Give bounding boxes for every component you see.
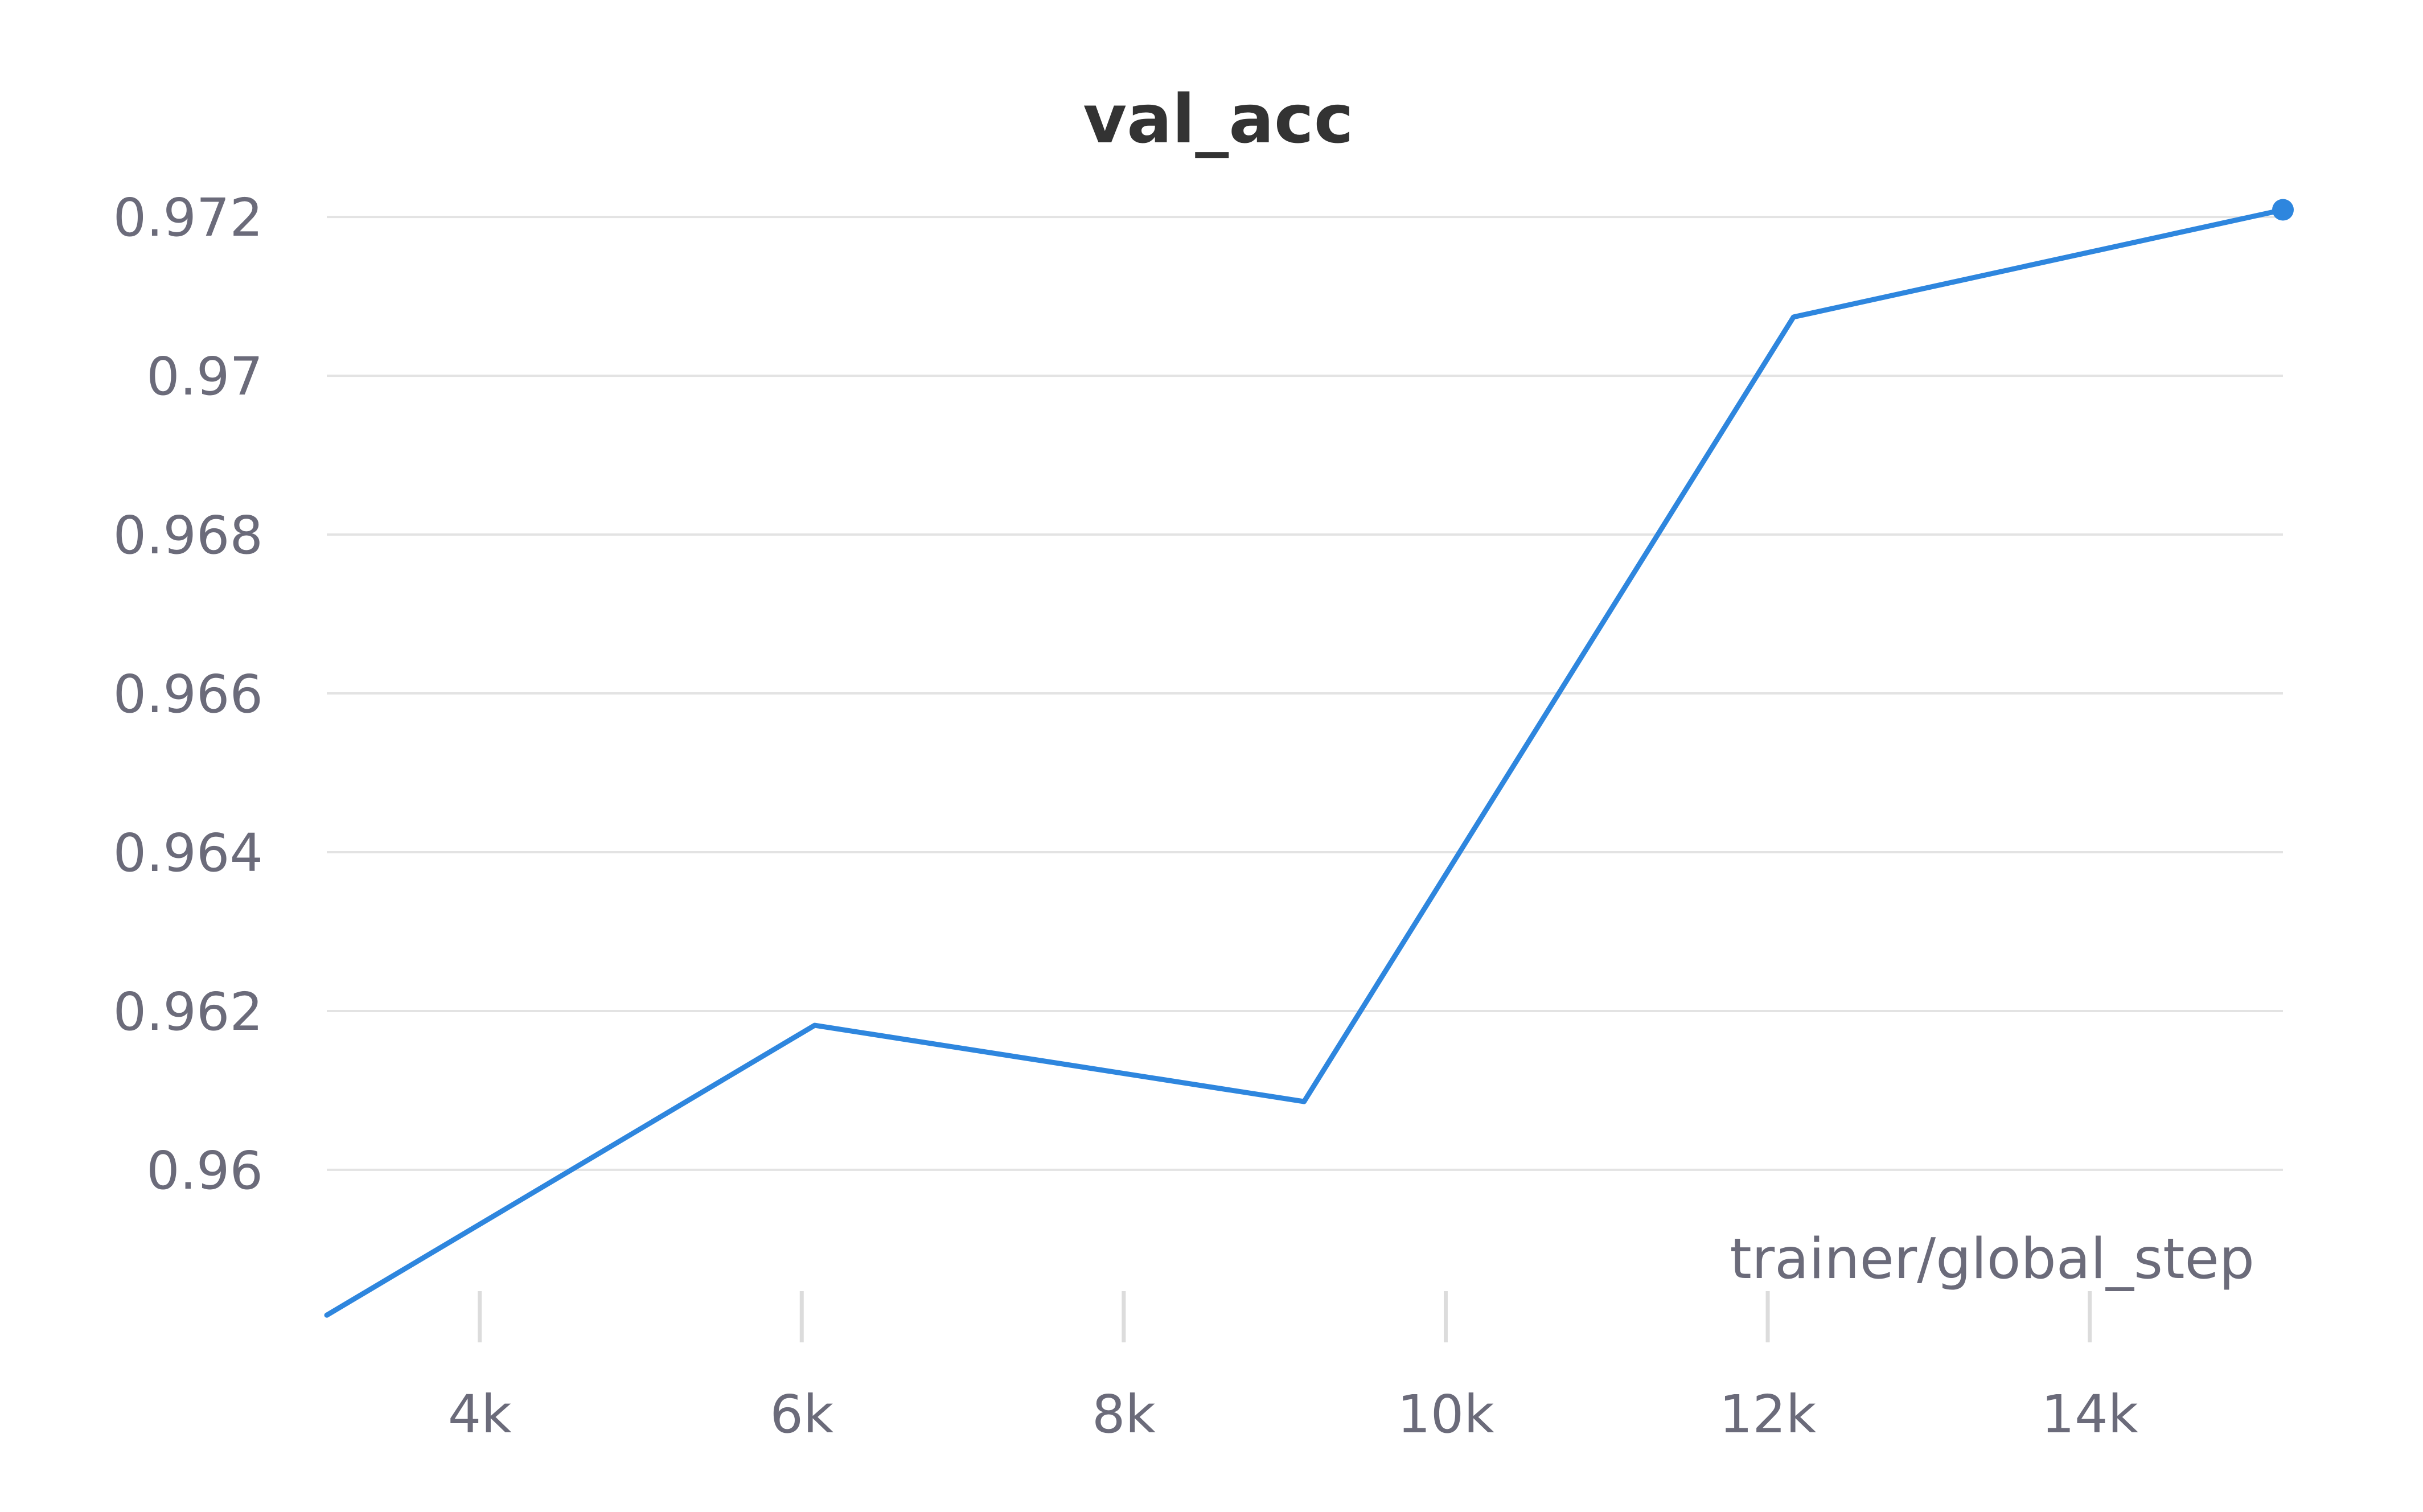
grid-lines: [327, 216, 2283, 1171]
chart-title: val_acc: [1083, 80, 1354, 158]
x-tick-label: 14k: [2041, 1384, 2138, 1445]
y-tick-label: 0.968: [113, 505, 263, 566]
y-tick-label: 0.964: [113, 823, 263, 884]
y-tick-label: 0.962: [113, 981, 263, 1042]
x-axis-label: trainer/global_step: [1730, 1227, 2254, 1292]
y-tick-label: 0.97: [146, 346, 263, 407]
x-tick-label: 8k: [1092, 1384, 1156, 1445]
x-tick-label: 12k: [1719, 1384, 1817, 1445]
y-axis-ticks: 0.96 0.962 0.964 0.966 0.968 0.97 0.972: [113, 187, 263, 1201]
y-tick-label: 0.966: [113, 664, 263, 725]
y-tick-label: 0.972: [113, 187, 263, 248]
x-axis-ticks: 4k 6k 8k 10k 12k 14k: [448, 1291, 2139, 1445]
x-tick-label: 10k: [1397, 1384, 1494, 1445]
data-point: [2272, 199, 2294, 221]
y-tick-label: 0.96: [146, 1140, 263, 1201]
x-tick-label: 6k: [770, 1384, 834, 1445]
series-group: [324, 199, 2294, 1318]
series-line: [324, 207, 2286, 1318]
x-tick-label: 4k: [448, 1384, 512, 1445]
